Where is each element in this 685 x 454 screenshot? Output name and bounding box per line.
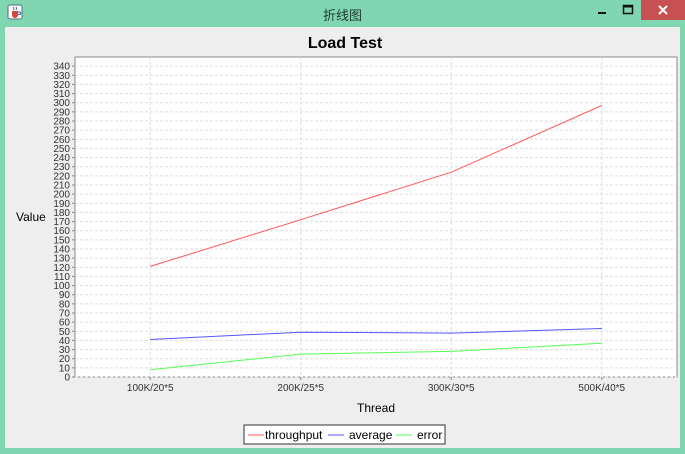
window-titlebar[interactable]: 折线图 <box>0 0 685 26</box>
y-tick-label: 190 <box>53 199 70 210</box>
y-tick-label: 140 <box>53 245 70 256</box>
x-tick-label: 100K/20*5 <box>127 383 174 394</box>
y-tick-label: 130 <box>53 254 70 265</box>
x-tick-label: 200K/25*5 <box>277 383 324 394</box>
y-tick-label: 110 <box>54 272 70 283</box>
y-tick-label: 170 <box>53 217 70 228</box>
plot-area <box>74 56 678 378</box>
y-tick-label: 60 <box>59 318 71 329</box>
gridlines <box>75 57 677 378</box>
y-tick-label: 50 <box>59 327 71 338</box>
y-tick-label: 300 <box>53 98 70 109</box>
legend-label-throughput: throughput <box>265 428 323 442</box>
y-tick-label: 0 <box>64 373 70 384</box>
minimize-button[interactable] <box>588 0 616 20</box>
y-tick-label: 150 <box>53 235 70 246</box>
y-tick-label: 200 <box>53 190 70 201</box>
series-line-throughput <box>150 105 603 267</box>
y-tick-label: 320 <box>53 80 70 91</box>
y-axis: 0102030405060708090100110120130140150160… <box>53 62 75 384</box>
y-axis-label: Value <box>16 210 46 224</box>
y-tick-label: 280 <box>53 117 70 128</box>
x-axis-label: Thread <box>357 401 395 415</box>
y-tick-label: 100 <box>53 281 70 292</box>
y-tick-label: 270 <box>53 126 70 137</box>
y-tick-label: 120 <box>53 263 70 274</box>
legend-box <box>243 424 446 445</box>
y-tick-label: 220 <box>53 171 70 182</box>
y-tick-label: 10 <box>59 363 71 374</box>
legend-label-average: average <box>349 428 393 442</box>
y-tick-label: 230 <box>53 162 70 173</box>
close-icon <box>658 5 668 15</box>
line-chart: Load Test 010203040506070809010011012013… <box>16 35 678 445</box>
y-tick-label: 80 <box>59 299 71 310</box>
series-lines <box>150 105 603 371</box>
close-button[interactable] <box>641 0 685 20</box>
y-tick-label: 290 <box>53 107 70 118</box>
series-line-average <box>150 328 602 340</box>
x-axis: 100K/20*5 200K/25*5 300K/30*5 500K/40*5 <box>127 377 626 394</box>
y-tick-label: 30 <box>59 345 71 356</box>
y-tick-label: 20 <box>59 354 71 365</box>
x-tick-label: 500K/40*5 <box>578 383 625 394</box>
java-cup-icon <box>7 4 23 20</box>
maximize-button[interactable] <box>614 0 642 20</box>
y-tick-label: 70 <box>59 309 71 320</box>
series-line-error <box>150 342 602 371</box>
x-tick-label: 300K/30*5 <box>428 383 475 394</box>
y-tick-label: 260 <box>53 135 70 146</box>
chart-title: Load Test <box>308 35 383 52</box>
y-tick-label: 330 <box>53 71 70 82</box>
y-tick-label: 340 <box>53 62 70 73</box>
y-tick-label: 90 <box>59 290 71 301</box>
y-tick-label: 240 <box>53 153 70 164</box>
y-tick-label: 180 <box>53 208 70 219</box>
maximize-icon <box>622 4 634 15</box>
legend-label-error: error <box>417 428 442 442</box>
legend: throughput average error <box>243 424 446 445</box>
chart-panel: Load Test 0 10 20 30 40 50 60 70 80 90 100 110 120 13… <box>5 27 680 448</box>
y-tick-label: 250 <box>53 144 70 155</box>
minimize-icon <box>598 12 606 14</box>
y-tick-label: 210 <box>53 181 70 192</box>
window-title: 折线图 <box>322 9 362 24</box>
y-tick-label: 160 <box>53 226 70 237</box>
y-tick-label: 40 <box>59 336 71 347</box>
y-tick-label: 310 <box>53 89 70 100</box>
